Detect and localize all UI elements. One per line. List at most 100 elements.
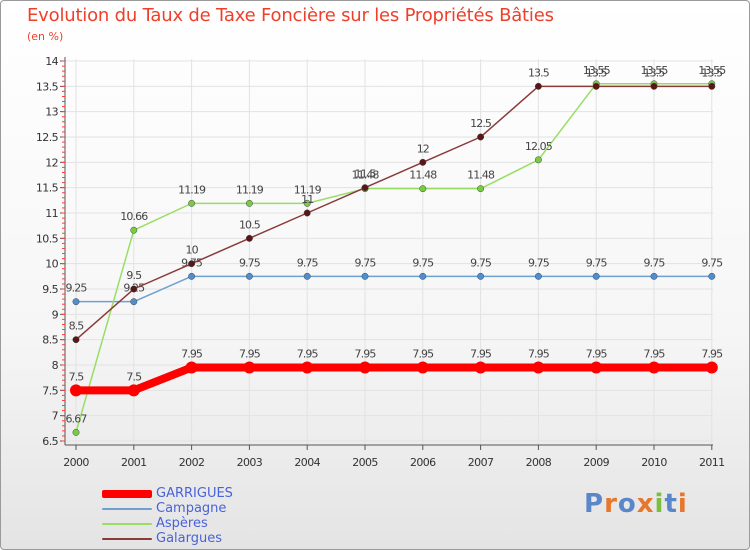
data-label: 9.75 (528, 256, 550, 269)
data-point (648, 361, 660, 374)
x-tick-label: 2011 (699, 456, 725, 469)
data-point (70, 384, 82, 397)
logo-letter: i (654, 489, 665, 519)
data-label: 7.95 (297, 348, 319, 361)
data-label: 7.95 (586, 348, 608, 361)
data-label: 11.19 (294, 183, 322, 196)
y-tick-label: 12.5 (36, 131, 59, 144)
data-point (72, 298, 80, 306)
data-label: 7.95 (239, 348, 261, 361)
data-point (188, 260, 196, 268)
data-point (72, 336, 80, 344)
data-point (361, 184, 369, 192)
y-tick-label: 10 (45, 258, 58, 271)
data-label: 7.95 (528, 348, 550, 361)
legend-item-asperes: Aspères (102, 516, 233, 531)
data-label: 10.66 (120, 210, 148, 223)
data-point (188, 272, 196, 280)
data-label: 9.75 (239, 256, 261, 269)
x-tick-label: 2007 (468, 456, 494, 469)
x-tick-label: 2002 (179, 456, 205, 469)
data-point (303, 199, 311, 207)
grid (65, 59, 713, 445)
logo-letter: x (636, 489, 655, 519)
y-tick-label: 13.5 (36, 80, 59, 93)
proxiti-logo: Proxiti (584, 489, 688, 519)
data-point (419, 185, 427, 193)
data-point (301, 361, 314, 374)
data-label: 7.5 (69, 370, 85, 383)
data-point (534, 156, 542, 164)
data-label: 9.75 (412, 256, 434, 269)
data-label: 13.55 (698, 64, 726, 77)
data-point (419, 272, 427, 280)
data-label: 11.48 (467, 169, 495, 182)
data-label: 12 (417, 142, 429, 155)
data-label: 7.95 (470, 348, 492, 361)
data-label: 11.48 (352, 169, 380, 182)
data-point (477, 272, 485, 280)
data-label: 13.5 (644, 66, 666, 79)
x-tick-label: 2006 (410, 456, 436, 469)
data-point (185, 361, 198, 374)
data-point (592, 272, 600, 280)
data-label: 9.75 (297, 256, 319, 269)
data-point (188, 199, 196, 207)
data-point (534, 82, 542, 90)
data-label: 12.5 (470, 117, 492, 130)
x-tick-label: 2005 (352, 456, 378, 469)
legend-item-garrigues: GARRIGUES (102, 486, 233, 501)
x-tick-label: 2010 (641, 456, 667, 469)
legend-label: Campagne (156, 501, 227, 516)
y-tick-label: 13 (45, 106, 58, 119)
data-point (416, 361, 429, 374)
y-axis: 6.5 7 7.5 8 8.5 9 9.5 10 10.5 11 11.5 12 12.5 13 13.5 1… (36, 55, 66, 448)
data-point (477, 133, 485, 141)
data-label: 13.5 (701, 66, 723, 79)
legend-swatch (102, 489, 152, 498)
y-tick-label: 14 (45, 55, 58, 68)
data-label: 7.5 (126, 370, 142, 383)
data-label: 8.5 (69, 320, 85, 333)
data-point (474, 361, 487, 374)
data-point (477, 185, 485, 193)
y-tick-label: 9 (52, 308, 59, 321)
series-line (75, 275, 713, 303)
data-point (650, 272, 658, 280)
unit-label: (en %) (27, 30, 64, 43)
logo-letter: P (584, 489, 605, 519)
y-tick-label: 11.5 (36, 182, 59, 195)
data-point (419, 158, 427, 166)
x-tick-label: 2003 (237, 456, 263, 469)
data-point (705, 361, 718, 374)
x-tick-label: 2008 (526, 456, 552, 469)
data-label: 7.95 (181, 348, 203, 361)
y-tick-label: 12 (45, 156, 58, 169)
data-label: 9.25 (66, 282, 88, 295)
y-tick-label: 8 (52, 359, 59, 372)
x-tick-label: 2001 (121, 456, 147, 469)
legend-swatch (102, 522, 152, 525)
legend-label: Aspères (156, 516, 208, 531)
data-label: 9.75 (470, 256, 492, 269)
x-tick-label: 2004 (294, 456, 320, 469)
data-point (359, 361, 371, 374)
y-tick-label: 9.5 (42, 283, 58, 296)
y-tick-label: 7.5 (42, 384, 58, 397)
data-point (650, 82, 658, 90)
data-point (590, 361, 603, 374)
chart-title: Evolution du Taux de Taxe Foncière sur l… (27, 5, 554, 26)
legend-swatch (102, 537, 152, 540)
data-point (303, 272, 311, 280)
data-label: 9.75 (644, 256, 666, 269)
data-point (130, 226, 138, 234)
y-tick-label: 10.5 (36, 232, 59, 245)
data-point (532, 361, 545, 374)
data-label: 11.19 (178, 183, 206, 196)
logo-letter: r (604, 489, 618, 519)
data-point (361, 272, 369, 280)
data-label: 13.55 (583, 64, 611, 77)
data-label: 10 (185, 244, 198, 257)
data-label: 13.5 (528, 66, 550, 79)
